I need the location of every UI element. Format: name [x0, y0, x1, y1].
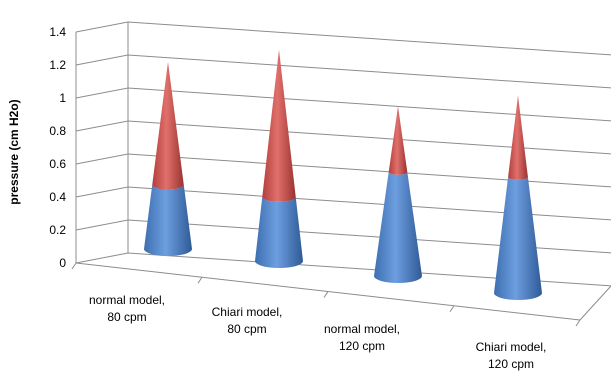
cone-base-segment [494, 176, 542, 300]
y-tick-label: 1.2 [49, 58, 66, 72]
category-label-line: Chiari model, [476, 340, 547, 354]
category-labels: normal model, 80 cpm Chiari model, 80 cpm no… [89, 293, 546, 371]
category-label-line: 80 cpm [227, 322, 266, 336]
y-tick-label: 1 [59, 91, 66, 105]
category-label-line: 80 cpm [107, 310, 146, 324]
cone-top-segment [262, 49, 296, 202]
chart-walls [71, 21, 611, 327]
category-label: normal model, 120 cpm [324, 322, 400, 353]
category-label-line: Chiari model, [212, 305, 283, 319]
gridline [75, 120, 611, 155]
y-axis-label: pressure (cm H2o) [7, 99, 21, 204]
category-label: Chiari model, 80 cpm [212, 305, 283, 336]
cone-base-segment [374, 172, 422, 283]
cone-top-segment [152, 61, 184, 190]
y-tick-label: 0.6 [49, 157, 66, 171]
x-tick [323, 291, 329, 298]
category-label-line: 120 cpm [339, 339, 385, 353]
floor-right-edge [579, 285, 611, 321]
cone-base-segment [255, 196, 303, 268]
cone-top-segment [388, 106, 408, 175]
x-tick [449, 305, 455, 313]
category-label-line: normal model, [89, 293, 165, 307]
x-tick [71, 262, 77, 270]
y-tick-label: 0.4 [49, 190, 66, 204]
y-tick-label: 0.2 [49, 223, 66, 237]
x-tick [197, 276, 203, 284]
category-label: normal model, 80 cpm [89, 293, 165, 324]
x-tick [575, 319, 581, 327]
category-label-line: normal model, [324, 322, 400, 336]
gridline [75, 21, 611, 56]
category-label-line: 120 cpm [488, 357, 534, 371]
category-label: Chiari model, 120 cpm [476, 340, 547, 371]
cones [144, 49, 542, 300]
y-tick-label: 1.4 [49, 25, 66, 39]
y-axis-ticks: 0 0.2 0.4 0.6 0.8 1 1.2 1.4 [49, 25, 66, 270]
gridline [75, 87, 611, 122]
y-tick-label: 0.8 [49, 124, 66, 138]
y-tick-label: 0 [59, 256, 66, 270]
cone-base-segment [144, 184, 192, 256]
gridline [75, 54, 611, 89]
cone-top-segment [508, 95, 528, 180]
